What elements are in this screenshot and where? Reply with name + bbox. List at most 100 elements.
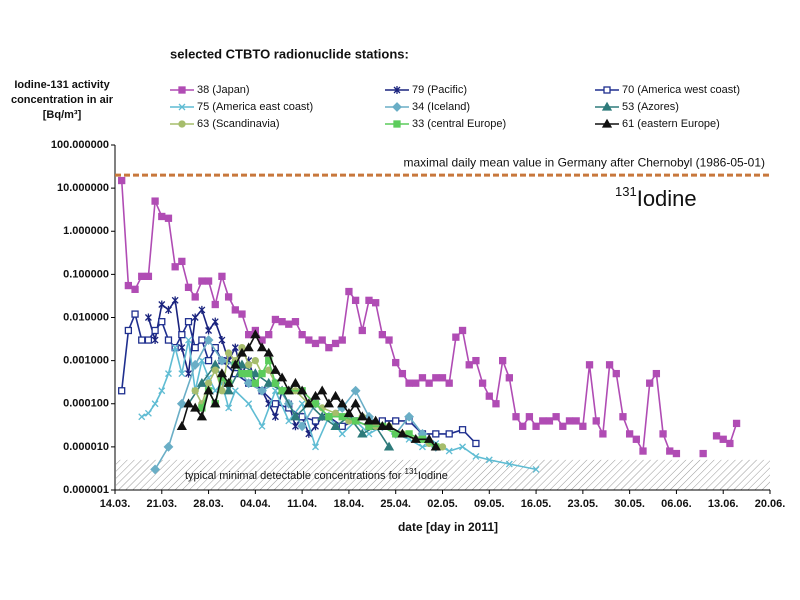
marker: [144, 272, 153, 280]
marker: [532, 422, 540, 430]
marker: [243, 342, 254, 352]
marker: [317, 411, 328, 421]
y-tick-label: 0.001000: [63, 355, 109, 367]
marker: [238, 310, 246, 318]
marker: [445, 379, 453, 387]
y-tick-label: 0.000100: [63, 398, 109, 410]
detection-band: [116, 459, 770, 490]
marker: [258, 422, 266, 430]
marker: [652, 369, 661, 378]
x-tick-label: 09.05.: [474, 498, 505, 510]
marker: [271, 379, 280, 387]
marker: [311, 400, 320, 408]
marker: [265, 331, 273, 339]
marker: [545, 417, 554, 425]
x-tick-label: 16.05.: [521, 498, 552, 510]
marker: [245, 400, 253, 408]
marker: [165, 305, 172, 314]
legend-label: 33 (central Europe): [412, 118, 506, 130]
marker: [164, 336, 173, 344]
marker: [211, 300, 219, 309]
marker: [191, 313, 199, 322]
marker: [410, 433, 421, 443]
marker: [659, 430, 667, 438]
marker: [478, 379, 487, 387]
marker: [196, 377, 208, 387]
marker: [218, 272, 226, 280]
reference-label: maximal daily mean value in Germany afte…: [404, 155, 766, 169]
marker: [459, 443, 467, 451]
marker: [672, 449, 681, 458]
detection-label: typical minimal detectable concentration…: [185, 467, 448, 482]
marker: [230, 359, 241, 369]
marker: [138, 336, 146, 344]
legend-item: 38 (Japan): [170, 84, 250, 96]
marker: [579, 422, 587, 430]
marker: [236, 347, 248, 357]
y-tick-label: 0.000001: [63, 484, 109, 496]
marker: [176, 398, 187, 409]
marker: [605, 361, 614, 369]
marker: [191, 387, 199, 395]
x-tick-label: 20.06.: [755, 498, 786, 510]
x-tick-label: 14.03.: [100, 498, 131, 510]
x-tick-label: 11.04.: [287, 498, 317, 510]
marker: [245, 361, 253, 369]
marker: [251, 379, 260, 387]
marker: [303, 398, 314, 408]
marker: [539, 417, 547, 425]
marker: [601, 118, 613, 128]
marker: [183, 398, 194, 408]
marker: [726, 439, 734, 448]
marker: [345, 287, 353, 296]
marker: [225, 404, 233, 412]
marker: [236, 359, 248, 369]
marker: [171, 263, 179, 271]
marker: [263, 377, 274, 387]
legend-label: 34 (Iceland): [412, 101, 470, 113]
marker: [256, 342, 268, 352]
marker: [298, 413, 306, 421]
text-part: Iodine: [418, 470, 448, 482]
marker: [231, 387, 239, 395]
marker: [357, 411, 368, 421]
marker: [585, 361, 594, 369]
marker: [525, 413, 534, 421]
x-tick-label: 25.04.: [380, 498, 411, 510]
marker: [283, 385, 294, 395]
marker: [358, 326, 366, 335]
x-tick-label: 30.05.: [614, 498, 645, 510]
marker: [164, 214, 173, 222]
marker: [203, 335, 214, 345]
marker: [719, 435, 727, 443]
marker: [144, 313, 152, 322]
marker: [445, 430, 453, 438]
marker: [191, 293, 199, 301]
marker: [150, 464, 161, 475]
marker: [418, 374, 427, 382]
marker: [438, 443, 447, 451]
marker: [138, 413, 146, 421]
legend-item: 33 (central Europe): [385, 118, 506, 130]
marker: [198, 305, 206, 314]
marker: [217, 355, 227, 366]
marker: [178, 331, 186, 339]
text-part: 131: [615, 184, 637, 199]
x-tick-label: 21.03.: [146, 498, 177, 510]
marker: [331, 409, 340, 417]
marker: [151, 326, 159, 335]
text-part: typical minimal detectable concentration…: [185, 470, 405, 482]
marker: [612, 369, 620, 378]
marker: [224, 349, 233, 357]
marker: [377, 420, 388, 430]
marker: [338, 430, 346, 438]
x-tick-label: 02.05.: [427, 498, 458, 510]
marker: [438, 374, 447, 382]
marker: [559, 422, 567, 430]
marker: [171, 296, 179, 305]
marker: [646, 379, 654, 387]
marker: [337, 398, 348, 408]
marker: [290, 411, 301, 421]
y-tick-label: 10.000000: [57, 182, 109, 194]
marker: [291, 422, 299, 431]
